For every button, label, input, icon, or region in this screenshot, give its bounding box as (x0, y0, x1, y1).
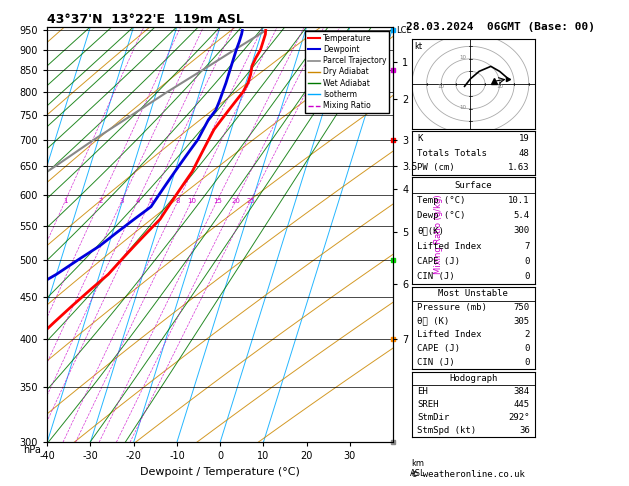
Text: Temp (°C): Temp (°C) (417, 196, 465, 205)
Text: 384: 384 (514, 387, 530, 396)
Text: Hodograph: Hodograph (449, 374, 498, 383)
Text: Lifted Index: Lifted Index (417, 330, 481, 339)
Text: 36: 36 (519, 426, 530, 435)
Text: 15: 15 (213, 198, 221, 204)
Text: Mixing Ratio (g/kg): Mixing Ratio (g/kg) (433, 195, 443, 274)
Text: 20: 20 (231, 198, 240, 204)
Text: 28.03.2024  06GMT (Base: 00): 28.03.2024 06GMT (Base: 00) (406, 22, 594, 32)
Text: Lifted Index: Lifted Index (417, 242, 481, 251)
Text: 750: 750 (514, 303, 530, 312)
Text: Surface: Surface (455, 180, 492, 190)
Text: 5: 5 (148, 198, 153, 204)
Text: 0: 0 (525, 272, 530, 281)
Text: CAPE (J): CAPE (J) (417, 257, 460, 266)
Text: kt: kt (415, 42, 423, 51)
Text: 445: 445 (514, 400, 530, 409)
Text: 10: 10 (438, 84, 445, 88)
Text: 2: 2 (525, 330, 530, 339)
Text: hPa: hPa (23, 445, 41, 455)
Text: 0: 0 (525, 358, 530, 367)
Text: 0: 0 (525, 257, 530, 266)
Text: 19: 19 (519, 134, 530, 143)
Text: 10.1: 10.1 (508, 196, 530, 205)
Text: 2: 2 (98, 198, 103, 204)
Text: 1.63: 1.63 (508, 163, 530, 172)
Text: EH: EH (417, 387, 428, 396)
Text: 10: 10 (459, 55, 466, 60)
Text: PW (cm): PW (cm) (417, 163, 455, 172)
Text: Totals Totals: Totals Totals (417, 149, 487, 157)
Text: 3: 3 (120, 198, 124, 204)
Text: 10: 10 (459, 105, 466, 110)
Text: 292°: 292° (508, 413, 530, 422)
Text: 25: 25 (246, 198, 255, 204)
Text: StmSpd (kt): StmSpd (kt) (417, 426, 476, 435)
Text: θᴄ (K): θᴄ (K) (417, 317, 449, 326)
Text: 5.4: 5.4 (514, 211, 530, 220)
Text: LCL: LCL (397, 26, 412, 35)
Text: 8: 8 (176, 198, 181, 204)
Text: CAPE (J): CAPE (J) (417, 344, 460, 353)
Text: 4: 4 (136, 198, 140, 204)
Text: 305: 305 (514, 317, 530, 326)
Text: StmDir: StmDir (417, 413, 449, 422)
Text: SREH: SREH (417, 400, 438, 409)
Text: Most Unstable: Most Unstable (438, 289, 508, 298)
Text: 7: 7 (525, 242, 530, 251)
Text: 43°37'N  13°22'E  119m ASL: 43°37'N 13°22'E 119m ASL (47, 13, 244, 26)
Text: θᴄ(K): θᴄ(K) (417, 226, 444, 235)
Legend: Temperature, Dewpoint, Parcel Trajectory, Dry Adiabat, Wet Adiabat, Isotherm, Mi: Temperature, Dewpoint, Parcel Trajectory… (305, 31, 389, 113)
Text: K: K (417, 134, 422, 143)
Text: Pressure (mb): Pressure (mb) (417, 303, 487, 312)
Text: Dewp (°C): Dewp (°C) (417, 211, 465, 220)
Text: 10: 10 (187, 198, 196, 204)
X-axis label: Dewpoint / Temperature (°C): Dewpoint / Temperature (°C) (140, 467, 300, 477)
Text: 0: 0 (525, 344, 530, 353)
Text: 300: 300 (514, 226, 530, 235)
Text: CIN (J): CIN (J) (417, 358, 455, 367)
Text: km
ASL: km ASL (409, 459, 425, 478)
Text: CIN (J): CIN (J) (417, 272, 455, 281)
Text: 10: 10 (496, 84, 503, 88)
Text: 1: 1 (63, 198, 67, 204)
Text: 48: 48 (519, 149, 530, 157)
Text: © weatheronline.co.uk: © weatheronline.co.uk (412, 469, 525, 479)
